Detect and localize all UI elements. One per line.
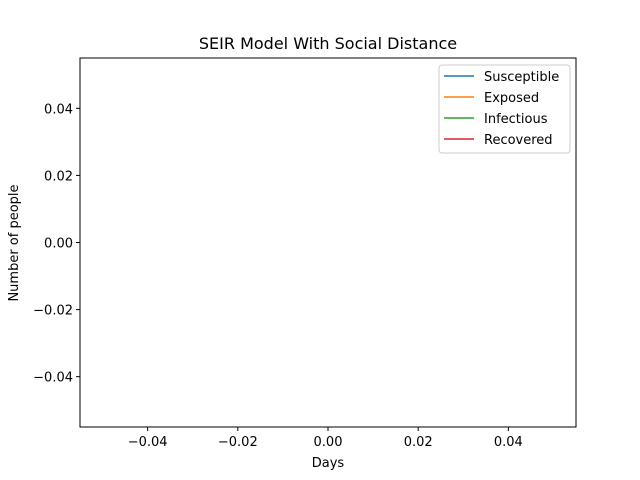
- legend-box: [438, 64, 571, 154]
- legend-label-susceptible: Susceptible: [484, 70, 559, 85]
- x-tick-label: −0.02: [218, 435, 258, 450]
- x-tick-label: 0.00: [314, 435, 343, 450]
- y-tick-label: 0.00: [44, 237, 73, 252]
- x-axis: −0.04 −0.02 0.00 0.02 0.04: [128, 427, 523, 450]
- x-axis-label: Days: [312, 456, 345, 471]
- y-tick-label: 0.02: [44, 169, 73, 184]
- x-tick-label: −0.04: [128, 435, 168, 450]
- legend-label-infectious: Infectious: [484, 112, 548, 127]
- y-axis-label: Number of people: [7, 184, 22, 301]
- x-tick-label: 0.02: [404, 435, 433, 450]
- y-tick-label: −0.04: [33, 371, 73, 386]
- y-axis: −0.04 −0.02 0.00 0.02 0.04: [33, 102, 80, 386]
- legend-label-recovered: Recovered: [484, 133, 553, 148]
- x-tick-label: 0.04: [494, 435, 523, 450]
- legend: Susceptible Exposed Infectious Recovered: [438, 64, 571, 154]
- legend-label-exposed: Exposed: [484, 91, 539, 106]
- chart-title: SEIR Model With Social Distance: [199, 34, 457, 53]
- y-tick-label: 0.04: [44, 102, 73, 117]
- y-tick-label: −0.02: [33, 304, 73, 319]
